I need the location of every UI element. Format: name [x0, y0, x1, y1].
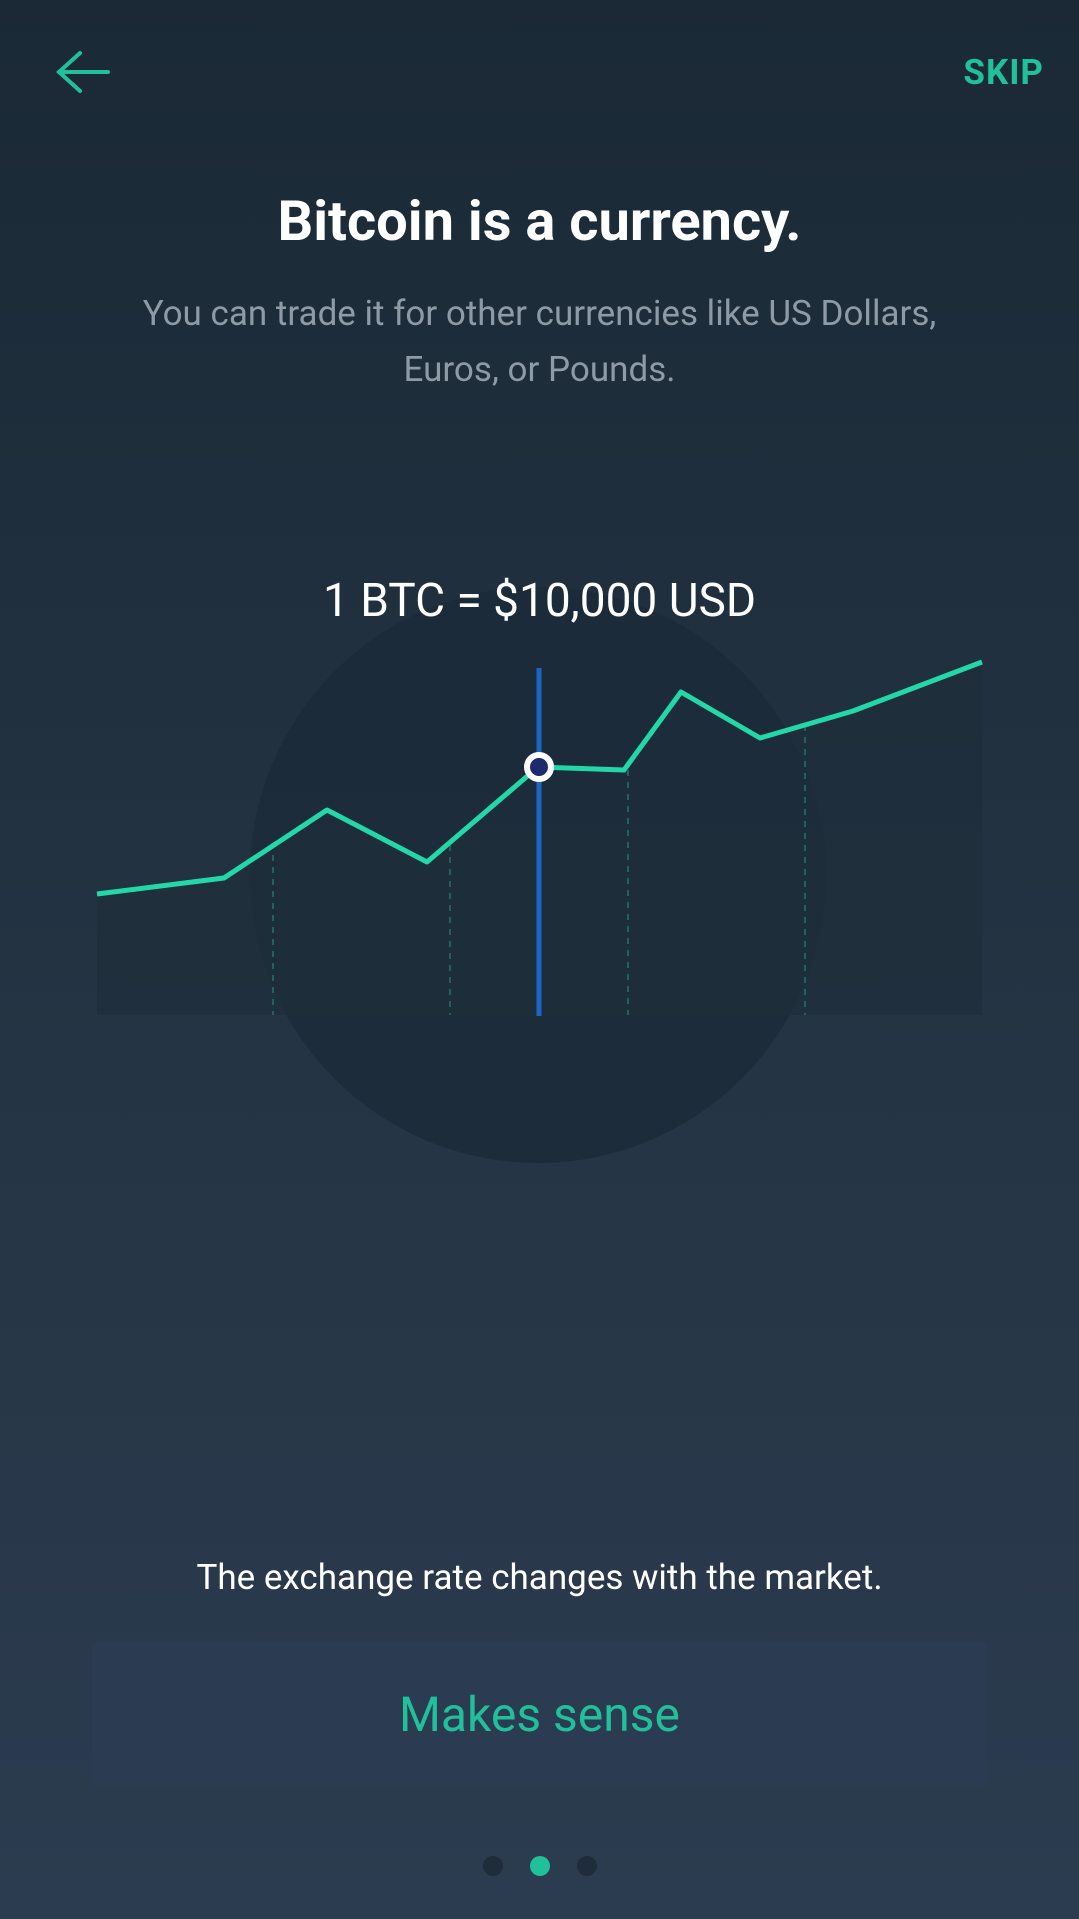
page-dot-active [530, 1856, 550, 1876]
skip-button[interactable]: SKIP [963, 52, 1044, 93]
chart-guides [272, 725, 806, 1015]
primary-button[interactable]: Makes sense [92, 1642, 987, 1786]
page-dot [577, 1856, 597, 1876]
back-arrow[interactable] [56, 51, 110, 93]
caption: The exchange rate changes with the marke… [196, 1557, 883, 1598]
exchange-rate: 1 BTC = $10,000 USD [322, 574, 757, 628]
page-dot [483, 1856, 503, 1876]
price-line [96, 659, 983, 897]
subtitle: You can trade it for other currencies li… [142, 293, 937, 390]
cursor-point [524, 752, 554, 782]
title: Bitcoin is a currency. [277, 188, 802, 254]
